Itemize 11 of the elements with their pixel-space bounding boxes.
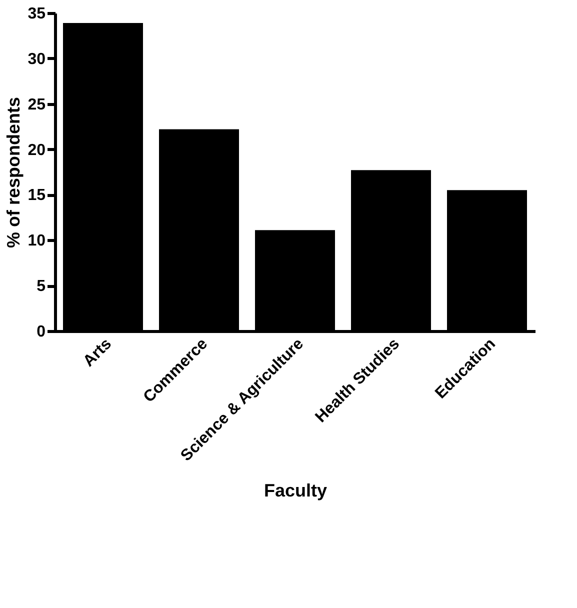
y-tick-label: 0 (36, 324, 46, 340)
x-axis-title: Faculty (264, 480, 328, 500)
y-tick-label: 15 (28, 187, 46, 204)
y-tick-label: 20 (28, 142, 46, 159)
y-tick-label: 35 (28, 6, 46, 22)
y-tick-label: 25 (28, 96, 46, 114)
y-axis-title: % of respondents (4, 96, 24, 248)
y-tick-label: 10 (28, 232, 46, 250)
y-tick-label: 5 (36, 278, 46, 296)
y-tick-label: 30 (28, 50, 46, 68)
x-tick-label: Arts (80, 335, 116, 370)
